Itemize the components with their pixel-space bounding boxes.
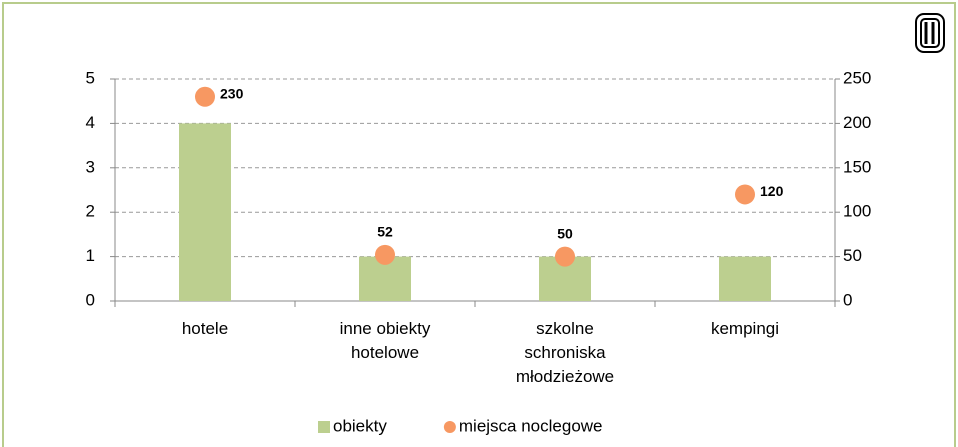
bar: [179, 123, 231, 302]
data-label: 52: [377, 224, 393, 240]
point: [195, 86, 215, 107]
y2-tick-label: 150: [843, 157, 871, 176]
data-label: 120: [760, 183, 784, 199]
x-tick-label: hotele: [181, 319, 229, 338]
y-tick-label: 2: [86, 202, 95, 221]
x-tick-label: inne obiekty hotelowe: [339, 319, 431, 362]
y2-tick-label: 250: [843, 68, 871, 87]
point: [735, 184, 755, 205]
x-tick-label: szkolne schroniska młodzieżowe: [515, 319, 615, 386]
data-label: 230: [220, 85, 244, 101]
point: [375, 244, 395, 265]
y2-tick-label: 100: [843, 202, 871, 221]
y2-tick-label: 50: [843, 246, 862, 265]
legend-label: obiekty: [333, 416, 387, 435]
bar: [719, 256, 771, 301]
logo: [915, 13, 945, 53]
legend-label: miejsca noclegowe: [459, 416, 603, 435]
y2-tick-label: 0: [843, 290, 852, 309]
y-tick-label: 1: [86, 246, 95, 265]
legend-marker: [443, 421, 456, 433]
data-label: 50: [557, 225, 573, 241]
y-tick-label: 4: [86, 113, 95, 132]
legend-marker: [318, 421, 330, 433]
point: [555, 246, 575, 267]
y-tick-label: 3: [86, 157, 95, 176]
x-tick-label: kempingi: [710, 319, 780, 338]
y2-tick-label: 200: [843, 113, 871, 132]
y-tick-label: 0: [86, 290, 95, 309]
y-tick-label: 5: [86, 68, 95, 87]
